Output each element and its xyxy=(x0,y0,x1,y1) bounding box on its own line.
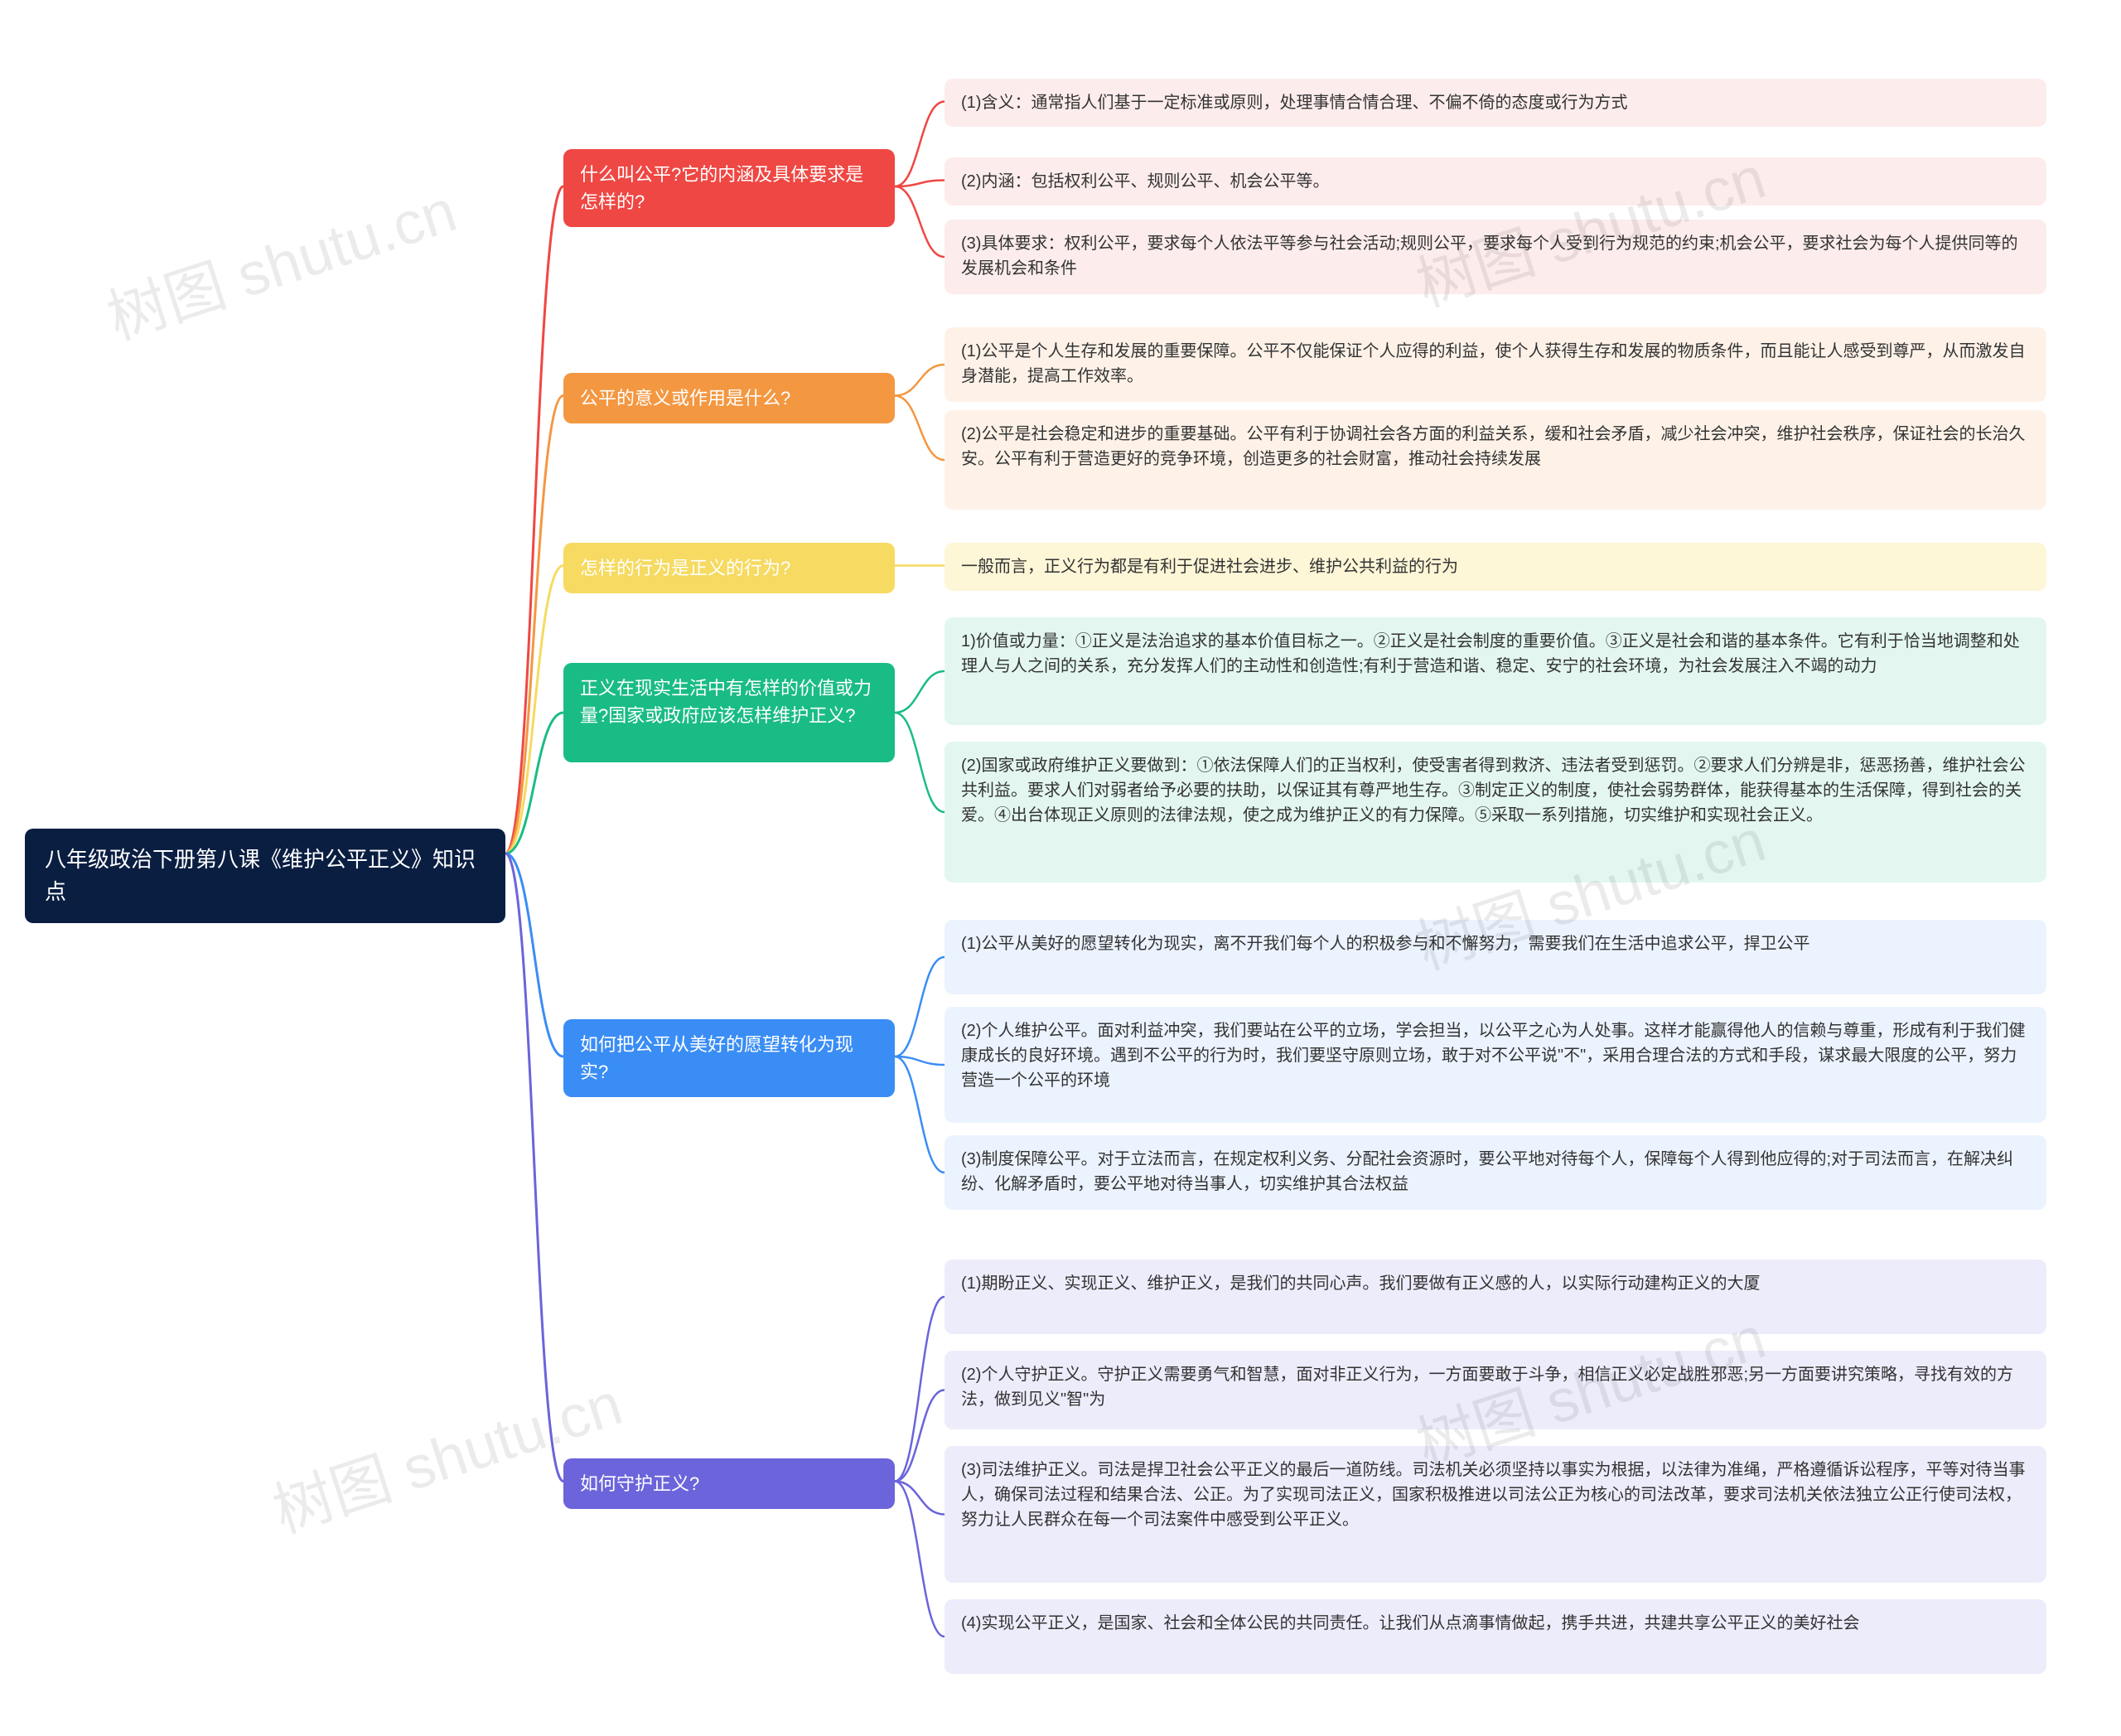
leaf-node[interactable]: 一般而言，正义行为都是有利于促进社会进步、维护公共利益的行为 xyxy=(945,543,2046,591)
leaf-node[interactable]: (2)个人守护正义。守护正义需要勇气和智慧，面对非正义行为，一方面要敢于斗争，相… xyxy=(945,1351,2046,1429)
branch-node[interactable]: 如何把公平从美好的愿望转化为现实? xyxy=(563,1019,895,1097)
leaf-node[interactable]: (2)个人维护公平。面对利益冲突，我们要站在公平的立场，学会担当，以公平之心为人… xyxy=(945,1007,2046,1123)
branch-node[interactable]: 什么叫公平?它的内涵及具体要求是怎样的? xyxy=(563,149,895,227)
leaf-node[interactable]: (2)内涵：包括权利公平、规则公平、机会公平等。 xyxy=(945,157,2046,206)
leaf-node[interactable]: (1)期盼正义、实现正义、维护正义，是我们的共同心声。我们要做有正义感的人，以实… xyxy=(945,1260,2046,1334)
leaf-node[interactable]: 1)价值或力量：①正义是法治追求的基本价值目标之一。②正义是社会制度的重要价值。… xyxy=(945,617,2046,725)
branch-node[interactable]: 公平的意义或作用是什么? xyxy=(563,373,895,423)
leaf-node[interactable]: (2)国家或政府维护正义要做到：①依法保障人们的正当权利，使受害者得到救济、违法… xyxy=(945,742,2046,883)
leaf-node[interactable]: (3)制度保障公平。对于立法而言，在规定权利义务、分配社会资源时，要公平地对待每… xyxy=(945,1135,2046,1210)
leaf-node[interactable]: (2)公平是社会稳定和进步的重要基础。公平有利于协调社会各方面的利益关系，缓和社… xyxy=(945,410,2046,510)
leaf-node[interactable]: (4)实现公平正义，是国家、社会和全体公民的共同责任。让我们从点滴事情做起，携手… xyxy=(945,1599,2046,1674)
leaf-node[interactable]: (3)司法维护正义。司法是捍卫社会公平正义的最后一道防线。司法机关必须坚持以事实… xyxy=(945,1446,2046,1583)
branch-node[interactable]: 正义在现实生活中有怎样的价值或力量?国家或政府应该怎样维护正义? xyxy=(563,663,895,762)
branch-node[interactable]: 如何守护正义? xyxy=(563,1458,895,1509)
branch-node[interactable]: 怎样的行为是正义的行为? xyxy=(563,543,895,593)
leaf-node[interactable]: (1)公平从美好的愿望转化为现实，离不开我们每个人的积极参与和不懈努力，需要我们… xyxy=(945,920,2046,994)
leaf-node[interactable]: (3)具体要求：权利公平，要求每个人依法平等参与社会活动;规则公平，要求每个人受… xyxy=(945,220,2046,294)
leaf-node[interactable]: (1)公平是个人生存和发展的重要保障。公平不仅能保证个人应得的利益，使个人获得生… xyxy=(945,327,2046,402)
root-node[interactable]: 八年级政治下册第八课《维护公平正义》知识点 xyxy=(25,829,505,923)
leaf-node[interactable]: (1)含义：通常指人们基于一定标准或原则，处理事情合情合理、不偏不倚的态度或行为… xyxy=(945,79,2046,127)
mindmap-canvas: 八年级政治下册第八课《维护公平正义》知识点 什么叫公平?它的内涵及具体要求是怎样… xyxy=(0,0,2121,1736)
